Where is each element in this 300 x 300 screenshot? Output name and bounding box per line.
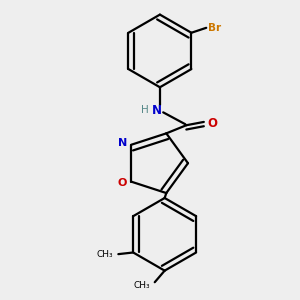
Text: N: N <box>118 138 128 148</box>
Text: O: O <box>117 178 127 188</box>
Text: H: H <box>141 105 149 116</box>
Text: CH₃: CH₃ <box>97 250 113 259</box>
Text: N: N <box>152 104 162 117</box>
Text: O: O <box>208 117 218 130</box>
Text: CH₃: CH₃ <box>133 281 150 290</box>
Text: Br: Br <box>208 23 221 33</box>
